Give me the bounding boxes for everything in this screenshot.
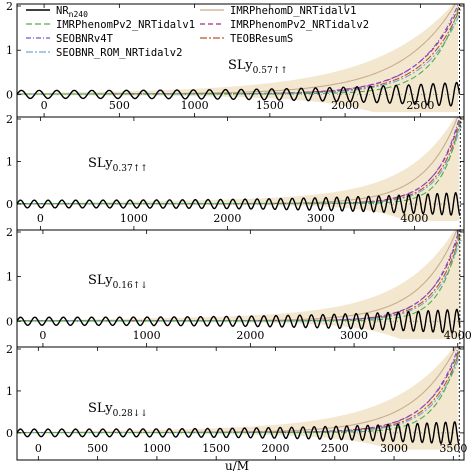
x-tick-label: 1000 [143,442,171,455]
legend-label-SEOBNRv4T: SEOBNRv4T [56,33,114,45]
x-tick-label: 4000 [400,212,428,225]
y-tick-label: 1 [6,156,13,169]
series-IMRPhenomPv2_NRTidalv1 [17,5,462,95]
x-tick-label: 0 [35,442,42,455]
annotation-base: SLy [88,401,113,416]
plot-area [17,347,464,460]
panel-annotation: SLy0.28↓↓ [88,401,148,419]
annotation-base: SLy [88,156,113,171]
panel-3: 0 1 2 0 1000 2000 3000 4000 SLy0.16↑↓ [6,226,472,348]
panel-annotation: SLy0.37↑↑ [88,156,148,174]
panel-4: 0 1 2 0 500 1000 1500 2000 2500 3000 3500 SLy0.28↓↓ [6,343,467,461]
uncertainty-band [17,347,458,450]
x-tick-label: 1500 [202,442,230,455]
legend-label-SEOBNR_ROM_NRTidalv2: SEOBNR_ROM_NRTidalv2 [56,47,182,59]
panel-frame [16,346,465,461]
y-tick-label: 2 [6,226,13,239]
x-tick-label: 500 [109,99,130,112]
panel-annotation: SLy0.57↑↑ [228,58,288,76]
y-tick-label: 0 [6,198,13,211]
annotation-sub: 0.16↑↓ [113,281,148,291]
annotation-sub: 0.28↓↓ [113,409,148,419]
series-NR [17,192,461,217]
annotation-sub: 0.37↑↑ [113,164,148,174]
series-IMRPhenomPv2_NRTidalv1 [17,118,462,205]
y-tick-label: 0 [6,427,13,440]
x-tick-label: 2000 [331,99,359,112]
y-tick-label: 1 [6,44,13,57]
legend-nr-base: NR [56,5,69,17]
x-axis-label: u/M [225,459,249,473]
x-tick-label: 2500 [321,442,349,455]
series-IMRPhenomPv2_NRTidalv1 [17,348,461,434]
panel-annotation: SLy0.16↑↓ [88,273,148,291]
x-tick-label: 3000 [380,442,408,455]
x-tick-label: 1000 [181,99,209,112]
plot-area [17,4,464,117]
y-tick-label: 2 [6,0,13,13]
x-tick-label: 0 [37,212,44,225]
x-tick-label: 4000 [444,329,472,342]
plot-area [17,117,464,230]
annotation-base: SLy [88,273,113,288]
y-tick-label: 1 [6,271,13,284]
y-tick-label: 2 [6,343,13,356]
y-tick-label: 2 [6,113,13,126]
x-tick-label: 3500 [439,442,467,455]
y-tick-label: 1 [6,385,13,398]
x-tick-label: 2000 [261,442,289,455]
x-tick-label: 2000 [213,212,241,225]
legend-label-TEOBResumS: TEOBResumS [230,33,293,45]
y-tick-label: 0 [6,315,13,328]
legend-nr-sub: n240 [69,10,88,19]
legend-label-IMRPhenomPv2_NRTidalv1: IMRPhenomPv2_NRTidalv1 [56,19,195,31]
series-IMRPhenomD_NRTidalv1 [17,117,459,205]
annotation-sub: 0.57↑↑ [253,66,288,76]
annotation-base: SLy [228,58,253,73]
x-tick-label: 1000 [120,212,148,225]
uncertainty-band [17,4,459,113]
legend-label-IMRPhenomD_NRTidalv1: IMRPhenomD_NRTidalv1 [230,5,356,17]
plot-area [17,230,464,347]
legend-label-IMRPhenomPv2_NRTidalv2: IMRPhenomPv2_NRTidalv2 [230,19,369,31]
y-tick-label: 0 [6,88,13,101]
x-tick-label: 1500 [256,99,284,112]
x-tick-label: 500 [87,442,108,455]
series-NR [17,421,460,445]
series-NR [17,81,461,107]
x-tick-label: 1000 [133,329,161,342]
x-tick-label: 2500 [406,99,434,112]
series-NR [17,308,461,334]
uncertainty-band [17,230,460,340]
x-tick-label: 2000 [236,329,264,342]
panel-2: 0 1 2 0 1000 2000 3000 4000 SLy0.37↑↑ [6,113,465,231]
x-tick-label: 3000 [307,212,335,225]
series-IMRPhenomPv2_NRTidalv1 [17,231,462,322]
uncertainty-band [17,117,459,222]
x-tick-label: 0 [41,99,48,112]
x-tick-label: 3000 [340,329,368,342]
panel-1: 0 1 2 0 500 1000 1500 2000 2500 SLy0.57↑↑ [6,0,465,118]
legend-label-NR: NRn240 [56,5,88,19]
x-tick-label: 0 [39,329,46,342]
